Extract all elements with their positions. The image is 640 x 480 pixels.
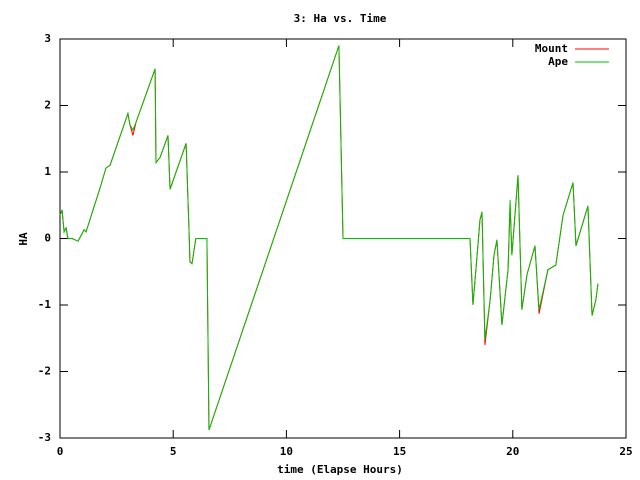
y-tick-label: -2 (38, 365, 51, 378)
y-tick-label: -1 (38, 298, 52, 311)
x-tick-label: 15 (393, 445, 406, 458)
y-tick-label: 1 (44, 165, 51, 178)
x-tick-label: 0 (57, 445, 64, 458)
y-tick-label: 3 (44, 32, 51, 45)
chart-title: 3: Ha vs. Time (294, 12, 387, 25)
x-axis-label: time (Elapse Hours) (277, 463, 403, 476)
y-tick-label: 0 (44, 232, 51, 245)
series-line (59, 45, 599, 431)
y-tick-label: 2 (44, 99, 51, 112)
legend-label: Mount (535, 42, 568, 55)
x-tick-label: 20 (506, 445, 519, 458)
y-tick-label: -3 (38, 431, 51, 444)
x-tick-label: 5 (170, 445, 177, 458)
x-tick-label: 25 (619, 445, 632, 458)
x-tick-label: 10 (280, 445, 293, 458)
legend-label: Ape (548, 55, 568, 68)
y-axis-label: HA (17, 232, 30, 246)
